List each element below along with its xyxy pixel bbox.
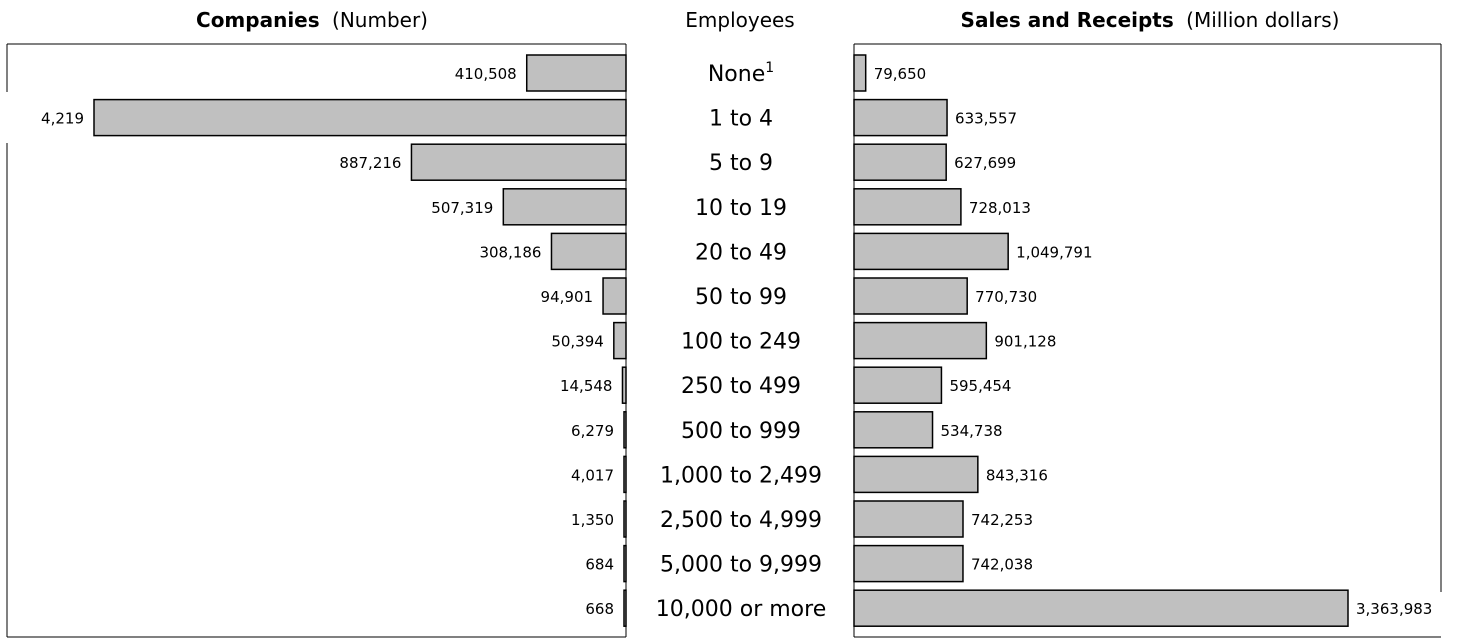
- category-label-3: 10 to 19: [695, 196, 787, 221]
- right-bar-4: [853, 232, 1009, 271]
- left-panel-title: Companies (Number): [196, 8, 428, 32]
- category-labels-group: None1 1 to 4 5 to 9 10 to 19 20 to 49 50 to 9…: [656, 60, 826, 622]
- left-bars-group: 410,508 4,219 887,216 507,319 308,186 94,901 5…: [41, 54, 627, 627]
- footnote-marker-0: 1: [765, 60, 774, 76]
- left-bar-label-11: 684: [585, 556, 614, 574]
- category-text-9: 1,000 to 2,499: [660, 463, 822, 488]
- right-bar-2: [853, 143, 947, 181]
- left-bar-2: [410, 143, 627, 181]
- right-bar-label-5: 770,730: [975, 288, 1037, 306]
- right-bar-label-3: 728,013: [969, 199, 1031, 217]
- left-title-bold: Companies: [196, 8, 320, 32]
- right-bar-label-4: 1,049,791: [1016, 243, 1092, 261]
- left-bar-8: [623, 411, 627, 449]
- right-bar-label-8: 534,738: [941, 422, 1003, 440]
- category-label-12: 10,000 or more: [656, 597, 826, 622]
- right-bar-11: [853, 544, 964, 583]
- left-bar-label-10: 1,350: [571, 511, 614, 529]
- category-label-7: 250 to 499: [681, 374, 801, 399]
- right-bar-7: [853, 366, 943, 404]
- left-bar-label-0: 410,508: [455, 65, 517, 83]
- right-bar-label-1: 633,557: [955, 110, 1017, 128]
- category-text-5: 50 to 99: [695, 285, 787, 310]
- right-bar-label-12: 3,363,983: [1356, 600, 1432, 618]
- right-bar-9: [853, 455, 979, 494]
- right-bar-3: [853, 188, 962, 226]
- left-bar-label-7: 14,548: [560, 377, 613, 395]
- left-bar-label-5: 94,901: [541, 288, 594, 306]
- left-bar-1: [93, 98, 627, 137]
- right-bar-5: [853, 277, 968, 315]
- left-title-unit: (Number): [332, 8, 428, 32]
- right-bar-8: [853, 411, 934, 449]
- right-bar-label-9: 843,316: [986, 466, 1048, 484]
- left-bar-4: [550, 232, 627, 271]
- category-label-11: 5,000 to 9,999: [660, 553, 822, 578]
- left-bar-9: [623, 455, 627, 494]
- right-bar-label-6: 901,128: [994, 333, 1056, 351]
- category-label-5: 50 to 99: [695, 285, 787, 310]
- left-bar-label-3: 507,319: [431, 199, 493, 217]
- right-panel-title: Sales and Receipts (Million dollars): [961, 8, 1340, 32]
- category-text-10: 2,500 to 4,999: [660, 508, 822, 533]
- category-text-11: 5,000 to 9,999: [660, 553, 822, 578]
- category-label-10: 2,500 to 4,999: [660, 508, 822, 533]
- left-bar-label-2: 887,216: [339, 154, 401, 172]
- left-bar-label-8: 6,279: [571, 422, 614, 440]
- category-text-7: 250 to 499: [681, 374, 801, 399]
- right-bar-label-10: 742,253: [971, 511, 1033, 529]
- category-text-4: 20 to 49: [695, 240, 787, 265]
- category-label-1: 1 to 4: [709, 107, 773, 132]
- category-label-4: 20 to 49: [695, 240, 787, 265]
- left-bar-label-6: 50,394: [551, 333, 604, 351]
- center-column-title: Employees: [685, 8, 794, 32]
- category-label-2: 5 to 9: [709, 151, 773, 176]
- left-bar-label-4: 308,186: [479, 243, 541, 261]
- left-bar-label-1: 4,219: [41, 110, 84, 128]
- category-text-6: 100 to 249: [681, 330, 801, 355]
- left-bar-5: [602, 277, 627, 315]
- right-bar-6: [853, 321, 988, 360]
- category-text-3: 10 to 19: [695, 196, 787, 221]
- right-bars-group: 79,650 633,557 627,699 728,013 1,049,791 770,…: [853, 54, 1432, 627]
- category-label-6: 100 to 249: [681, 330, 801, 355]
- left-bar-10: [623, 500, 627, 538]
- category-text-0: None: [708, 62, 765, 87]
- category-text-1: 1 to 4: [709, 107, 773, 132]
- right-bar-12: [853, 589, 1349, 627]
- left-bar-3: [502, 188, 627, 226]
- right-bar-label-0: 79,650: [874, 65, 927, 83]
- category-label-0: None1: [708, 60, 774, 87]
- left-bar-11: [623, 544, 627, 583]
- right-title-unit: (Million dollars): [1186, 8, 1339, 32]
- right-title-bold: Sales and Receipts: [961, 8, 1174, 32]
- left-bar-label-9: 4,017: [571, 466, 614, 484]
- right-bar-label-2: 627,699: [954, 154, 1016, 172]
- category-label-9: 1,000 to 2,499: [660, 463, 822, 488]
- right-bar-10: [853, 500, 964, 538]
- category-text-12: 10,000 or more: [656, 597, 826, 622]
- right-bar-1: [853, 98, 948, 137]
- category-text-8: 500 to 999: [681, 419, 801, 444]
- left-bar-7: [621, 366, 627, 404]
- left-bar-6: [613, 321, 627, 360]
- right-bar-label-11: 742,038: [971, 556, 1033, 574]
- left-bar-0: [525, 54, 627, 92]
- left-bar-12: [623, 589, 627, 627]
- right-bar-label-7: 595,454: [949, 377, 1011, 395]
- left-bar-label-12: 668: [585, 600, 614, 618]
- right-bar-0: [853, 54, 867, 92]
- category-text-2: 5 to 9: [709, 151, 773, 176]
- category-label-8: 500 to 999: [681, 419, 801, 444]
